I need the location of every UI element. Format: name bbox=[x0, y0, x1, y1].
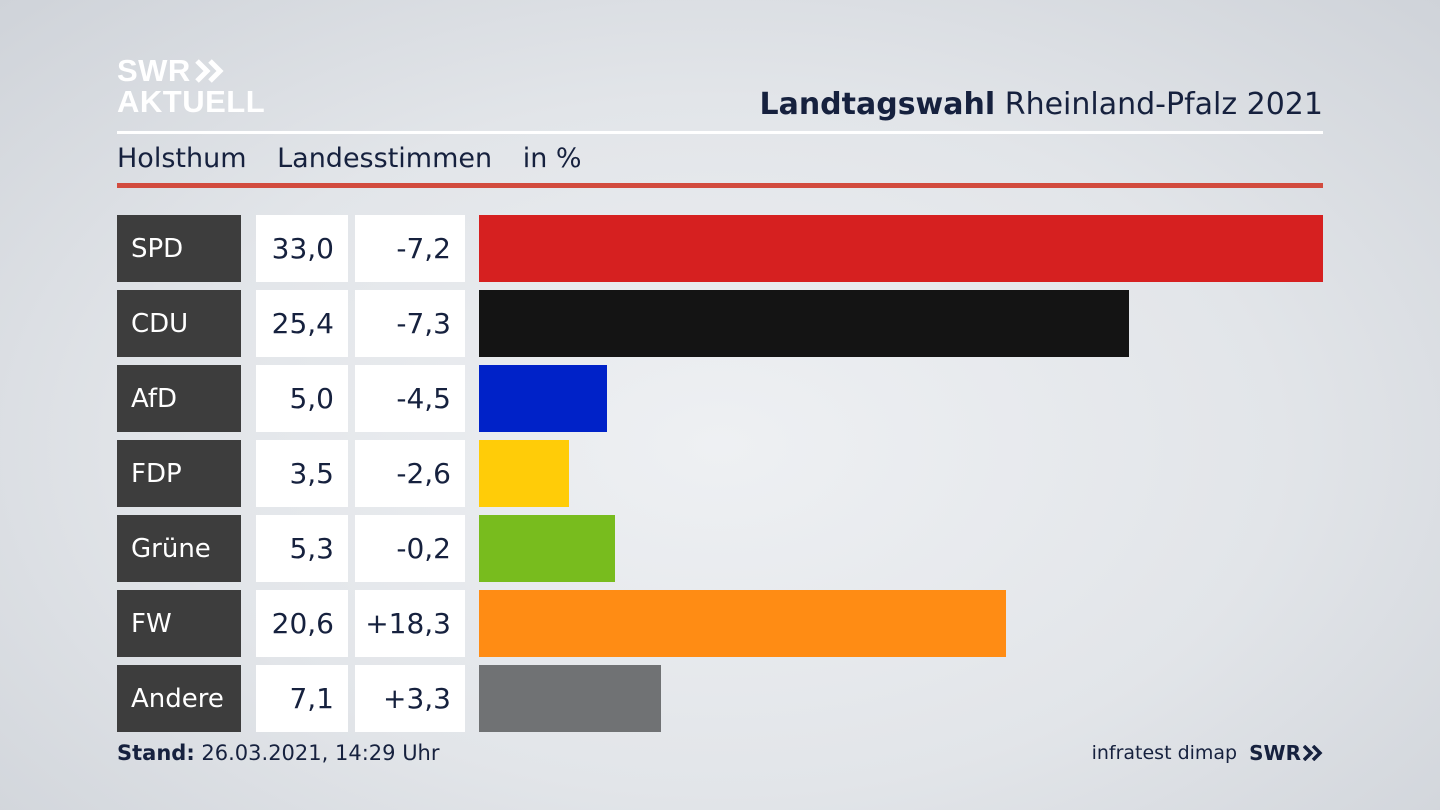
result-row: Grüne 5,3 -0,2 bbox=[117, 515, 1323, 582]
vote-share-value: 20,6 bbox=[256, 590, 348, 657]
result-row: AfD 5,0 -4,5 bbox=[117, 365, 1323, 432]
vote-change-value: -0,2 bbox=[355, 515, 465, 582]
vote-change-value: +3,3 bbox=[355, 665, 465, 732]
party-label: Andere bbox=[117, 665, 241, 732]
swr-footer-logo: SWR bbox=[1249, 741, 1323, 765]
vote-change-value: +18,3 bbox=[355, 590, 465, 657]
party-label: CDU bbox=[117, 290, 241, 357]
bar-fdp bbox=[479, 440, 569, 507]
vote-change-value: -7,3 bbox=[355, 290, 465, 357]
stand-value: 26.03.2021, 14:29 Uhr bbox=[201, 741, 440, 765]
source-credit: infratest dimap SWR bbox=[1092, 741, 1323, 765]
result-row: FDP 3,5 -2,6 bbox=[117, 440, 1323, 507]
vote-share-value: 5,3 bbox=[256, 515, 348, 582]
page-title: Landtagswahl Rheinland-Pfalz 2021 bbox=[759, 87, 1323, 122]
bar-andere bbox=[479, 665, 661, 732]
party-label: SPD bbox=[117, 215, 241, 282]
vote-change-value: -4,5 bbox=[355, 365, 465, 432]
bar-fw bbox=[479, 590, 1006, 657]
swr-footer-text: SWR bbox=[1249, 741, 1301, 765]
timestamp: Stand: 26.03.2021, 14:29 Uhr bbox=[117, 741, 440, 765]
stand-label: Stand: bbox=[117, 741, 195, 765]
chart-subtitle: Holsthum Landesstimmen in % bbox=[117, 143, 604, 174]
result-row: SPD 33,0 -7,2 bbox=[117, 215, 1323, 282]
subtitle-measure: Landesstimmen bbox=[277, 143, 493, 174]
result-row: FW 20,6 +18,3 bbox=[117, 590, 1323, 657]
subtitle-unit: in % bbox=[522, 143, 582, 174]
result-row: CDU 25,4 -7,3 bbox=[117, 290, 1323, 357]
swr-aktuell-logo: SWR AKTUELL bbox=[117, 55, 265, 117]
vote-share-value: 25,4 bbox=[256, 290, 348, 357]
logo-line1: SWR bbox=[117, 53, 191, 88]
double-chevron-icon bbox=[1303, 745, 1323, 761]
vote-change-value: -7,2 bbox=[355, 215, 465, 282]
header-divider bbox=[117, 131, 1323, 134]
double-chevron-icon bbox=[195, 58, 224, 83]
vote-share-value: 33,0 bbox=[256, 215, 348, 282]
result-row: Andere 7,1 +3,3 bbox=[117, 665, 1323, 732]
party-label: AfD bbox=[117, 365, 241, 432]
vote-change-value: -2,6 bbox=[355, 440, 465, 507]
bar-spd bbox=[479, 215, 1323, 282]
bar-grne bbox=[479, 515, 615, 582]
party-label: FW bbox=[117, 590, 241, 657]
title-rest: Rheinland-Pfalz 2021 bbox=[1004, 87, 1323, 122]
logo-line2: AKTUELL bbox=[117, 84, 266, 119]
vote-share-value: 5,0 bbox=[256, 365, 348, 432]
vote-share-value: 3,5 bbox=[256, 440, 348, 507]
bar-cdu bbox=[479, 290, 1129, 357]
bar-afd bbox=[479, 365, 607, 432]
party-label: Grüne bbox=[117, 515, 241, 582]
party-label: FDP bbox=[117, 440, 241, 507]
source-label: infratest dimap bbox=[1091, 742, 1238, 764]
title-bold: Landtagswahl bbox=[759, 87, 996, 122]
accent-divider bbox=[117, 183, 1323, 188]
subtitle-place: Holsthum bbox=[117, 143, 247, 174]
vote-share-value: 7,1 bbox=[256, 665, 348, 732]
